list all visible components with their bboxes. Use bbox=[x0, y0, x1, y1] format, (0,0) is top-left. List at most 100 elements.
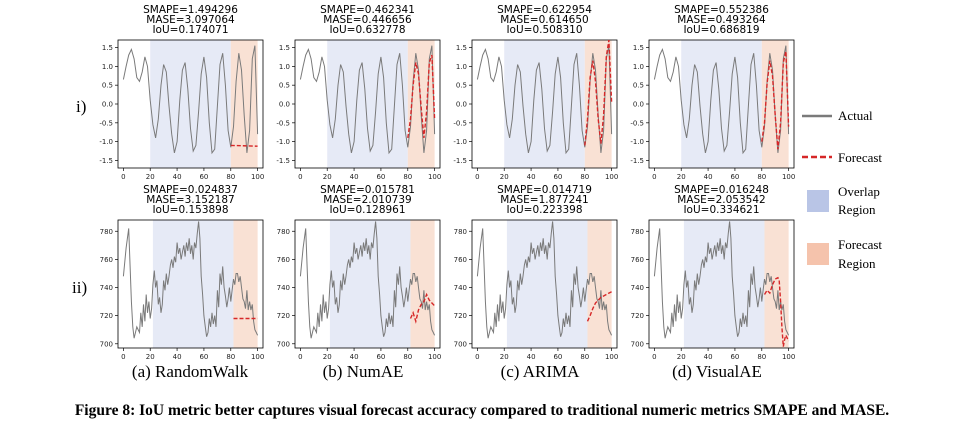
chart-1-4-overlap-region bbox=[681, 40, 762, 168]
chart-2-1-ytick-label-3: 760 bbox=[100, 256, 113, 264]
chart-2-2-ytick-label-0: 700 bbox=[277, 340, 290, 348]
chart-2-2-ytick-label-4: 780 bbox=[277, 228, 290, 236]
chart-1-1-ytick-label-4: 0.5 bbox=[102, 82, 113, 90]
chart-1-1-overlap-region bbox=[150, 40, 231, 168]
chart-2-4-ytick-label-1: 720 bbox=[631, 312, 644, 320]
chart-1-1-metric-1: SMAPE=1.494296 bbox=[143, 4, 238, 16]
chart-2-3-forecast-region bbox=[587, 220, 612, 348]
chart-2-3-metric-3: IoU=0.223398 bbox=[506, 204, 582, 216]
chart-2-1-xtick-label-1: 20 bbox=[146, 353, 155, 361]
chart-1-4-ytick-label-1: -1.0 bbox=[630, 138, 644, 146]
figure-caption: Figure 8: IoU metric better captures vis… bbox=[75, 402, 889, 419]
chart-1-2-ytick-label-0: -1.5 bbox=[276, 157, 290, 165]
chart-2-3-xtick-label-5: 100 bbox=[605, 353, 618, 361]
chart-1-2-xtick-label-3: 60 bbox=[376, 173, 385, 181]
chart-1-3-metric-1: SMAPE=0.622954 bbox=[497, 4, 592, 16]
chart-2-3-metric-2: MASE=1.877241 bbox=[500, 194, 588, 206]
chart-2-2-ytick-label-1: 720 bbox=[277, 312, 290, 320]
chart-2-2-actual-line bbox=[299, 221, 436, 339]
chart-1-3-metric-2: MASE=0.614650 bbox=[500, 14, 588, 26]
chart-2-3-ytick-label-4: 780 bbox=[454, 228, 467, 236]
chart-2-2-xtick-label-4: 80 bbox=[403, 353, 412, 361]
chart-1-4-forecast-line bbox=[761, 51, 790, 150]
legend-actual-label: Actual bbox=[838, 108, 873, 123]
chart-2-1-metric-2: MASE=3.152187 bbox=[146, 194, 234, 206]
chart-2-2-xtick-label-0: 0 bbox=[298, 353, 302, 361]
chart-2-2-ytick-label-3: 760 bbox=[277, 256, 290, 264]
chart-1-4-xtick-label-4: 80 bbox=[757, 173, 766, 181]
chart-1-3-ytick-label-2: -0.5 bbox=[453, 119, 467, 127]
chart-2-4-forecast-line bbox=[763, 276, 790, 347]
chart-1-3-xtick-label-5: 100 bbox=[605, 173, 618, 181]
chart-2-4-xtick-label-3: 60 bbox=[730, 353, 739, 361]
chart-1-1-metric-2: MASE=3.097064 bbox=[146, 14, 235, 26]
chart-1-2-ytick-label-2: -0.5 bbox=[276, 119, 290, 127]
chart-1-3-metric-3: IoU=0.508310 bbox=[506, 24, 582, 36]
chart-2-2-axes-frame bbox=[294, 219, 441, 349]
chart-1-3-ytick-label-5: 1.0 bbox=[456, 63, 467, 71]
chart-2-2-xtick-label-3: 60 bbox=[376, 353, 385, 361]
legend-forecast-label: Forecast bbox=[838, 150, 882, 165]
chart-2-1-ytick-label-4: 780 bbox=[100, 228, 113, 236]
chart-2-4-actual-line bbox=[653, 221, 790, 339]
chart-1-2-xtick-label-4: 80 bbox=[403, 173, 412, 181]
chart-1-2-xtick-label-0: 0 bbox=[298, 173, 302, 181]
chart-1-1-xtick-label-2: 40 bbox=[173, 173, 182, 181]
chart-1-2-ytick-label-6: 1.5 bbox=[279, 44, 290, 52]
chart-2-1-ytick-label-2: 740 bbox=[100, 284, 113, 292]
chart-1-4-xtick-label-2: 40 bbox=[704, 173, 713, 181]
legend-forecast-region-swatch bbox=[807, 243, 829, 265]
chart-1-4-xtick-label-0: 0 bbox=[652, 173, 656, 181]
chart-1-4-ytick-label-3: 0.0 bbox=[633, 101, 644, 109]
chart-1-2-actual-line bbox=[299, 45, 436, 155]
chart-2-1-metric-1: SMAPE=0.024837 bbox=[143, 184, 238, 196]
chart-2-4-xtick-label-4: 80 bbox=[757, 353, 766, 361]
chart-1-1-metric-3: IoU=0.174071 bbox=[152, 24, 228, 36]
chart-1-1-forecast-line bbox=[230, 144, 258, 147]
legend-forecast-region-label-2: Region bbox=[838, 256, 876, 271]
chart-1-2-ytick-label-3: 0.0 bbox=[279, 101, 290, 109]
chart-2-2-xtick-label-5: 100 bbox=[428, 353, 441, 361]
chart-1-3-xtick-label-1: 20 bbox=[500, 173, 509, 181]
chart-2-1-forecast-region bbox=[233, 220, 258, 348]
legend-overlap-swatch bbox=[807, 190, 829, 212]
legend-forecast-region-label-1: Forecast bbox=[838, 237, 882, 252]
chart-1-2-xtick-label-1: 20 bbox=[323, 173, 332, 181]
chart-1-1-ytick-label-3: 0.0 bbox=[102, 101, 113, 109]
chart-1-1-ytick-label-2: -0.5 bbox=[99, 119, 113, 127]
chart-2-3-xtick-label-2: 40 bbox=[527, 353, 536, 361]
chart-2-1-metric-3: IoU=0.153898 bbox=[152, 204, 228, 216]
chart-1-3-xtick-label-2: 40 bbox=[527, 173, 536, 181]
caption-visualae: (d) VisualAE bbox=[672, 362, 762, 381]
chart-2-1-xtick-label-4: 80 bbox=[226, 353, 235, 361]
chart-1-3-xtick-label-4: 80 bbox=[580, 173, 589, 181]
chart-1-2-xtick-label-5: 100 bbox=[428, 173, 441, 181]
chart-2-1-xtick-label-3: 60 bbox=[199, 353, 208, 361]
chart-1-2-ytick-label-5: 1.0 bbox=[279, 63, 290, 71]
chart-2-3-xtick-label-0: 0 bbox=[475, 353, 479, 361]
chart-1-3-ytick-label-0: -1.5 bbox=[453, 157, 467, 165]
chart-2-4-ytick-label-4: 780 bbox=[631, 228, 644, 236]
chart-1-4-xtick-label-1: 20 bbox=[677, 173, 686, 181]
chart-2-1-xtick-label-2: 40 bbox=[173, 353, 182, 361]
chart-1-1-ytick-label-6: 1.5 bbox=[102, 44, 113, 52]
chart-2-3-ytick-label-1: 720 bbox=[454, 312, 467, 320]
chart-1-1-xtick-label-1: 20 bbox=[146, 173, 155, 181]
chart-1-4-ytick-label-4: 0.5 bbox=[633, 82, 644, 90]
chart-2-1-axes-frame bbox=[117, 219, 264, 349]
chart-1-3-forecast-line bbox=[584, 39, 613, 146]
chart-2-1-ytick-label-1: 720 bbox=[100, 312, 113, 320]
legend-overlap-label-1: Overlap bbox=[838, 184, 880, 199]
chart-2-3-xtick-label-4: 80 bbox=[580, 353, 589, 361]
chart-2-4-metric-2: MASE=2.053542 bbox=[677, 194, 765, 206]
chart-2-2-xtick-label-1: 20 bbox=[323, 353, 332, 361]
chart-1-2-metric-3: IoU=0.632778 bbox=[329, 24, 405, 36]
